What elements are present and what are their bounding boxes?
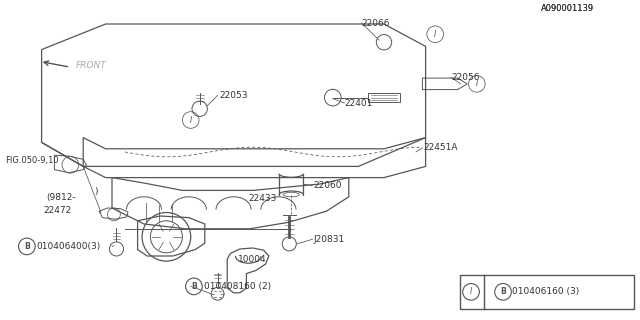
Text: 10004: 10004 xyxy=(238,255,267,264)
Text: 22060: 22060 xyxy=(314,181,342,190)
Text: I: I xyxy=(434,30,436,39)
Bar xyxy=(460,275,634,309)
Text: A090001139: A090001139 xyxy=(541,4,594,13)
Text: 22433: 22433 xyxy=(248,194,276,203)
Text: ): ) xyxy=(95,187,98,196)
Text: I: I xyxy=(470,287,472,296)
Text: 010408160 (2): 010408160 (2) xyxy=(204,282,271,291)
Text: FRONT: FRONT xyxy=(76,61,106,70)
Text: 22066: 22066 xyxy=(362,19,390,28)
Text: 22451A: 22451A xyxy=(424,143,458,152)
Text: 010406400(3): 010406400(3) xyxy=(36,242,100,251)
Text: B: B xyxy=(191,282,196,291)
Text: J20831: J20831 xyxy=(314,235,345,244)
Text: B: B xyxy=(500,287,506,296)
Text: FIG.050-9,10: FIG.050-9,10 xyxy=(5,156,59,165)
Text: I: I xyxy=(476,79,478,88)
Text: B: B xyxy=(24,242,29,251)
Text: 22472: 22472 xyxy=(44,206,72,215)
Text: A090001139: A090001139 xyxy=(541,4,594,13)
Text: 22401: 22401 xyxy=(344,99,372,108)
Text: 010406160 (3): 010406160 (3) xyxy=(512,287,579,296)
Text: (9812-: (9812- xyxy=(46,193,76,202)
Text: 22053: 22053 xyxy=(219,91,248,100)
Text: I: I xyxy=(189,116,192,124)
Text: 22056: 22056 xyxy=(451,73,480,82)
